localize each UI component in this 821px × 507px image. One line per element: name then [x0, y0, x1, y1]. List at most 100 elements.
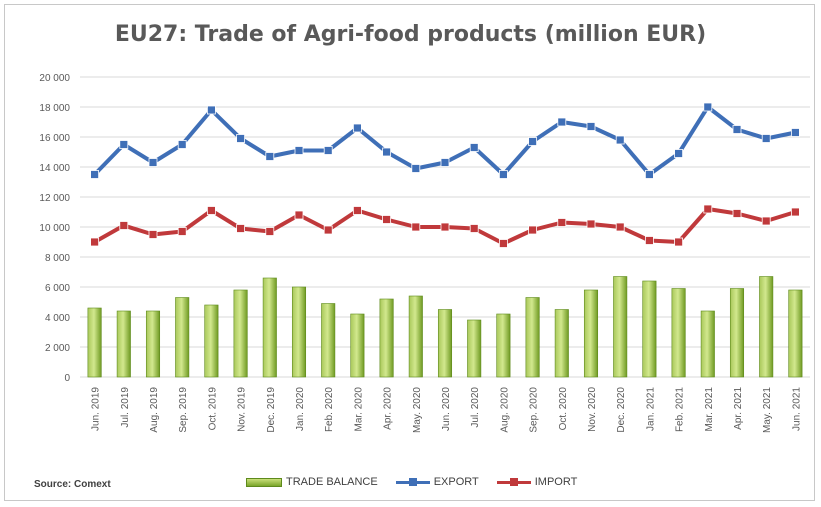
x-tick-label: Mar. 2020 — [353, 387, 364, 432]
marker-import — [90, 237, 99, 247]
x-tick-label: Nov. 2020 — [587, 387, 598, 432]
bar-trade-balance — [525, 297, 540, 378]
legend-item-trade-balance: TRADE BALANCE — [246, 476, 378, 488]
marker-import — [703, 204, 713, 214]
marker-export — [294, 146, 304, 155]
marker-import — [674, 237, 683, 247]
bar-trade-balance — [642, 280, 657, 378]
marker-import — [557, 218, 567, 227]
bar-trade-balance — [204, 304, 219, 378]
marker-export — [352, 123, 362, 133]
marker-export — [440, 158, 450, 167]
bar-trade-balance — [671, 288, 686, 378]
marker-export — [206, 105, 216, 115]
legend-label-trade-balance: TRADE BALANCE — [286, 476, 378, 488]
bar-trade-balance — [613, 276, 628, 378]
marker-import — [148, 230, 158, 239]
bar-trade-balance — [554, 309, 569, 378]
x-tick-label: Aug. 2020 — [499, 387, 510, 433]
marker-export — [382, 147, 392, 157]
y-tick-label: 12 000 — [39, 193, 70, 204]
x-tick-label: Dec. 2019 — [266, 387, 277, 433]
y-tick-label: 18 000 — [39, 103, 70, 114]
legend-label-export: EXPORT — [433, 476, 479, 488]
marker-export — [177, 140, 187, 149]
x-tick-label: Sep. 2020 — [529, 387, 540, 433]
bar-trade-balance — [145, 310, 161, 378]
marker-export — [615, 135, 625, 145]
marker-import — [382, 215, 392, 224]
marker-import — [469, 224, 479, 233]
marker-export — [411, 164, 421, 173]
x-tick-label: May. 2020 — [412, 387, 423, 433]
marker-import — [528, 225, 537, 235]
x-tick-label: Mar. 2021 — [704, 387, 715, 432]
bar-trade-balance — [759, 276, 774, 378]
y-tick-label: 2 000 — [45, 343, 70, 354]
x-tick-label: Apr. 2020 — [383, 387, 394, 430]
marker-export — [732, 125, 742, 134]
y-tick-label: 14 000 — [39, 163, 70, 174]
bar-trade-balance — [496, 313, 511, 378]
source-note: Source: Comext — [34, 479, 111, 490]
bar-trade-balance — [788, 289, 803, 378]
marker-export — [236, 134, 246, 143]
bar-trade-balance — [116, 310, 131, 378]
marker-import — [265, 227, 275, 236]
y-tick-label: 8 000 — [45, 253, 70, 264]
marker-import — [791, 207, 800, 217]
marker-export — [265, 152, 275, 161]
x-tick-label: Dec. 2020 — [616, 387, 627, 433]
x-tick-label: Sep. 2019 — [178, 387, 189, 433]
x-tick-label: Jul. 2020 — [470, 387, 481, 428]
marker-import — [294, 210, 304, 220]
marker-export — [791, 128, 800, 137]
bar-trade-balance — [350, 313, 365, 378]
marker-import — [352, 206, 362, 215]
y-tick-label: 20 000 — [39, 73, 70, 84]
marker-import — [206, 206, 216, 215]
x-tick-label: Jun. 2021 — [791, 387, 802, 431]
y-tick-label: 16 000 — [39, 133, 70, 144]
legend: TRADE BALANCE EXPORT IMPORT — [246, 476, 595, 488]
bar-trade-balance — [87, 307, 102, 378]
marker-import — [732, 209, 742, 218]
marker-import — [236, 224, 246, 233]
x-tick-label: Jun. 2020 — [441, 387, 452, 431]
x-tick-label: Jun. 2019 — [91, 387, 102, 431]
bar-trade-balance — [437, 309, 453, 378]
legend-line-swatch-export — [395, 477, 430, 487]
x-tick-label: Oct. 2019 — [207, 387, 218, 431]
marker-export — [645, 170, 654, 179]
bar-trade-balance — [729, 288, 745, 378]
marker-export — [498, 170, 508, 179]
marker-export — [90, 170, 99, 179]
bar-trade-balance — [700, 310, 715, 378]
marker-import — [498, 239, 508, 248]
x-tick-label: Apr. 2021 — [733, 387, 744, 430]
bar-trade-balance — [321, 303, 336, 378]
legend-item-export: EXPORT — [395, 476, 479, 488]
x-tick-label: Jan. 2020 — [295, 387, 306, 431]
bar-trade-balance — [583, 289, 599, 378]
marker-export — [323, 146, 333, 155]
x-tick-label: Oct. 2020 — [558, 387, 569, 431]
bar-trade-balance — [291, 286, 307, 378]
marker-import — [323, 225, 333, 235]
x-tick-label: Aug. 2019 — [149, 387, 160, 433]
bar-trade-balance — [262, 277, 277, 378]
x-tick-label: Feb. 2020 — [324, 387, 335, 432]
x-tick-label: Jan. 2021 — [645, 387, 656, 431]
marker-export — [557, 117, 567, 127]
chart-frame — [4, 4, 815, 501]
legend-line-swatch-import — [496, 477, 531, 487]
marker-import — [586, 219, 596, 229]
marker-export — [469, 143, 479, 152]
bar-trade-balance — [467, 319, 482, 378]
bar-trade-balance — [408, 295, 423, 378]
x-tick-label: Nov. 2019 — [237, 387, 248, 432]
x-tick-label: Jul. 2019 — [120, 387, 131, 428]
marker-import — [761, 216, 771, 226]
marker-export — [674, 149, 683, 158]
marker-export — [703, 102, 713, 112]
